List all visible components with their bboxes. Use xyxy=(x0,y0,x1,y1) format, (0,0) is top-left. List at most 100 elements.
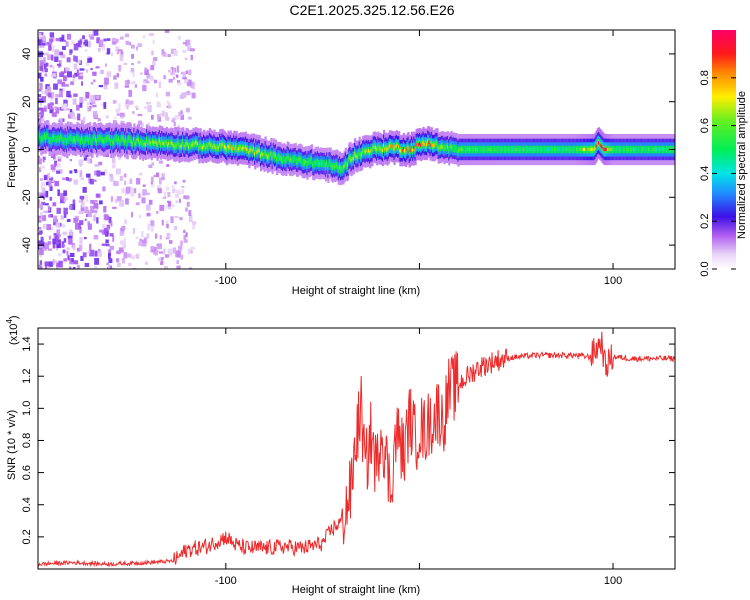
spectrogram-cell xyxy=(288,158,292,162)
spectrogram-cell xyxy=(165,186,170,191)
spectrogram-cell xyxy=(119,54,124,62)
spectrogram-cell xyxy=(324,164,328,168)
spectrogram-cell xyxy=(182,77,187,80)
spectrogram-cell xyxy=(484,147,487,152)
spectrogram-cell xyxy=(57,244,61,249)
spectrogram-cell xyxy=(39,218,44,221)
snr-y-tick-label: 0.2 xyxy=(21,529,33,544)
spectrogram-cell xyxy=(79,139,82,143)
spectrogram-cell xyxy=(89,36,95,40)
spectrogram-cell xyxy=(157,114,160,120)
spectrogram-cell xyxy=(492,147,495,152)
spectrogram-cell xyxy=(174,115,180,120)
spectrogram-cell xyxy=(211,144,214,148)
spectrogram-cell xyxy=(595,144,598,148)
spectrogram-cell xyxy=(69,159,72,162)
spectrogram-cell xyxy=(50,227,54,231)
spectrogram-cell xyxy=(56,229,60,235)
spectrogram-cell xyxy=(57,63,61,66)
spectrogram-cell xyxy=(128,137,131,141)
spectrogram-cell xyxy=(186,201,190,207)
spectrogram-cell xyxy=(120,227,125,234)
spectrogram-cell xyxy=(109,176,114,182)
spectrogram-cell xyxy=(53,215,58,223)
spectrogram-cell xyxy=(177,80,181,84)
spectrogram-cell xyxy=(173,225,178,231)
spectrogram-cell xyxy=(153,79,158,84)
spectrogram-cell xyxy=(131,54,134,59)
snr-panel: -100 100 0.2 0.4 0.6 0.8 1.0 1.2 1.4 Height of … xyxy=(5,315,676,596)
spectrogram-cell xyxy=(110,196,114,202)
colorbar-tick-label: 0.4 xyxy=(699,166,711,181)
spectrogram-cell xyxy=(51,54,54,61)
spectrogram-cell xyxy=(150,180,153,185)
spectrogram-cell xyxy=(160,258,163,262)
spectrogram-cell xyxy=(469,147,472,152)
spectrogram-cell xyxy=(337,167,340,171)
spectrogram-cell xyxy=(191,92,196,99)
spectrogram-cell xyxy=(565,147,568,152)
spectrogram-cell xyxy=(62,138,65,142)
spectrogram-cell xyxy=(63,207,68,215)
spectrogram-cell xyxy=(58,260,63,268)
spectrogram-cell xyxy=(498,147,501,152)
spectrogram-cell xyxy=(39,264,42,269)
spectrogram-cell xyxy=(166,164,170,167)
spectrogram-cell xyxy=(49,214,53,218)
spectrogram-cell xyxy=(607,147,610,152)
spectrogram-cell xyxy=(543,147,546,152)
spectrogram-cell xyxy=(38,98,44,103)
spectrogram-cell xyxy=(185,91,191,96)
spectrogram-cell xyxy=(39,45,45,48)
spectrogram-cell xyxy=(213,143,216,147)
spectrogram-cell xyxy=(118,65,122,71)
spectrogram-cell xyxy=(79,195,85,200)
spectrogram-cell xyxy=(100,171,105,175)
spectrogram-cell xyxy=(534,147,537,152)
spectrogram-cell xyxy=(144,67,148,72)
spectrogram-cell xyxy=(66,57,71,63)
spectrogram-cell xyxy=(446,145,450,149)
spectrogram-cell xyxy=(60,71,65,74)
spectrogram-cell xyxy=(527,147,530,152)
spectrogram-cell xyxy=(155,140,158,144)
spectrogram-cell xyxy=(55,38,61,42)
spectrogram-cell xyxy=(146,102,151,105)
spectrogram-cell xyxy=(66,247,70,251)
spectrogram-cell xyxy=(176,189,181,195)
spectrogram-cell xyxy=(642,147,645,152)
spectrogram-cell xyxy=(123,237,127,244)
spectrogram-cell xyxy=(67,255,70,260)
spectrogram-cell xyxy=(60,196,65,204)
spectrogram-cell xyxy=(40,76,44,82)
spectrogram-cell xyxy=(59,37,64,42)
spectrogram-cell xyxy=(108,253,111,259)
spectrogram-cell xyxy=(48,44,52,51)
spectrogram-cell xyxy=(38,37,43,42)
spectrogram-cell xyxy=(59,90,63,98)
spectrogram-cell xyxy=(124,219,128,225)
spectrogram-cell xyxy=(315,161,318,165)
spectrogram-cell xyxy=(124,33,130,38)
spectrogram-cell xyxy=(559,147,562,152)
snr-y-tick-label: 0.4 xyxy=(21,497,33,512)
spectrogram-cell xyxy=(192,224,196,230)
spectrogram-cell xyxy=(106,71,112,77)
spectrogram-cell xyxy=(241,147,244,151)
spectrogram-cell xyxy=(106,243,110,247)
spectrogram-cell xyxy=(390,144,393,148)
spectrogram-cell xyxy=(147,141,150,146)
spectrogram-cell xyxy=(63,190,67,196)
spectrogram-cell xyxy=(154,141,157,145)
spectrogram-cell xyxy=(629,147,632,152)
spectrogram-cell xyxy=(160,113,163,116)
spectrogram-cell xyxy=(273,154,276,158)
spectrogram-cell xyxy=(67,71,72,78)
spectrogram-cell xyxy=(38,50,42,53)
spectrogram-cell xyxy=(571,147,574,152)
spectrogram-cell xyxy=(416,142,419,146)
spectrogram-cell xyxy=(167,248,173,256)
spectrogram-cell xyxy=(91,140,94,144)
spectrogram-cell xyxy=(128,41,132,46)
spectrogram-cell xyxy=(279,156,282,160)
